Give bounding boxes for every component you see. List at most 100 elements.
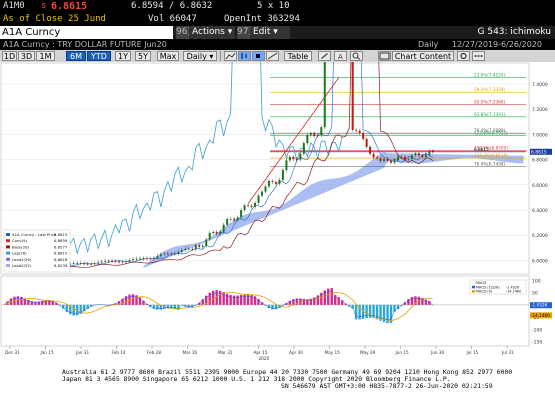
candle-body bbox=[233, 218, 236, 221]
range-3d-button[interactable]: 3D bbox=[18, 51, 35, 61]
x-tick-label: May 29 bbox=[360, 350, 376, 355]
macd-bar bbox=[142, 300, 145, 305]
macd-legend-name: MACD bbox=[476, 281, 487, 285]
actions-button[interactable]: Actions ▾ bbox=[189, 26, 235, 39]
candle-body bbox=[177, 251, 180, 254]
range-max-button[interactable]: Max bbox=[157, 51, 179, 61]
ticker: A1M0 bbox=[3, 1, 25, 11]
more-options-icon[interactable] bbox=[472, 51, 485, 61]
candle-body bbox=[170, 253, 173, 255]
candle-body bbox=[407, 159, 410, 160]
range-1y-button[interactable]: 1Y bbox=[115, 51, 131, 61]
candle-body bbox=[372, 153, 375, 158]
zoom-icon[interactable] bbox=[350, 51, 363, 61]
macd-bar bbox=[379, 304, 382, 321]
macd-bar bbox=[428, 300, 431, 305]
macd-bar bbox=[323, 290, 326, 305]
candle-body bbox=[121, 261, 124, 263]
edit-button[interactable]: Edit ▾ bbox=[250, 26, 290, 39]
candle-body bbox=[236, 217, 239, 221]
candle-body bbox=[414, 153, 417, 156]
legend-value: 6.8577 bbox=[54, 244, 68, 249]
chart-subtitle: A1A Curncy : TRY DOLLAR FUTURE Jun20 bbox=[3, 40, 167, 49]
macd-legend-name: MACD (9) bbox=[476, 290, 493, 294]
candle-chart-icon[interactable] bbox=[252, 51, 265, 61]
candle-body bbox=[247, 205, 250, 207]
macd-bar bbox=[414, 296, 417, 305]
macd-bar bbox=[372, 304, 375, 319]
macd-bar bbox=[407, 299, 410, 305]
candle-body bbox=[194, 245, 197, 250]
macd-bar bbox=[236, 295, 239, 305]
candle-body bbox=[299, 153, 302, 160]
security-input[interactable]: A1A Curncy bbox=[0, 26, 173, 39]
security-header: A1M0 s 6.8615 6.8594 / 6.8632 5 x 10 As … bbox=[0, 0, 555, 39]
settings-icon[interactable] bbox=[457, 51, 470, 61]
y-tick-label: 7.4000 bbox=[532, 82, 548, 88]
table-button[interactable]: Table bbox=[284, 51, 312, 61]
macd-legend-value: -1.4326 bbox=[506, 285, 519, 289]
y-tick-label: 6.6000 bbox=[532, 183, 548, 189]
candle-body bbox=[100, 261, 103, 263]
range-5y-button[interactable]: 5Y bbox=[135, 51, 151, 61]
macd-bar bbox=[393, 304, 396, 312]
macd-y-tick-label: -100 bbox=[532, 327, 542, 333]
chart-toolbar: 1D 3D 1M 6M YTD 1Y 5Y Max Daily ▾ Table … bbox=[0, 50, 555, 62]
fib-label: 38.2%(7.3339) bbox=[474, 87, 506, 92]
x-tick-label: Mar 31 bbox=[218, 350, 233, 355]
frequency-dropdown[interactable]: Daily ▾ bbox=[183, 51, 217, 61]
macd-bar bbox=[20, 296, 23, 305]
macd-bar bbox=[16, 296, 20, 305]
candle-body bbox=[243, 205, 246, 211]
candle-body bbox=[180, 249, 183, 252]
macd-bar bbox=[285, 303, 288, 305]
fib-label: 6.8615 bbox=[474, 147, 489, 152]
chart-svg[interactable]: 23.6%(7.4524) 38.2%(7.3339) 50.0%(7.2368) 6… bbox=[0, 0, 555, 364]
legend-name: Base(26) bbox=[12, 244, 30, 249]
range-6m-button[interactable]: 6M bbox=[66, 51, 86, 61]
candle-body bbox=[288, 156, 291, 161]
candle-body bbox=[302, 143, 305, 154]
legend-swatch bbox=[6, 245, 10, 249]
draw-tool-icon[interactable] bbox=[266, 51, 279, 61]
candle-body bbox=[396, 156, 399, 161]
range-1m-button[interactable]: 1M bbox=[36, 51, 55, 61]
macd-bar bbox=[313, 297, 316, 305]
macd-bar bbox=[358, 304, 361, 320]
macd-pane bbox=[0, 275, 530, 347]
line-chart-icon[interactable] bbox=[224, 51, 237, 61]
range-ytd-button[interactable]: YTD bbox=[87, 51, 111, 61]
annotate-icon[interactable] bbox=[318, 51, 331, 61]
candle-body bbox=[390, 160, 393, 163]
x-tick-label: Jul 31 bbox=[501, 350, 514, 355]
fib-label: 76.4%(6.7458) bbox=[474, 161, 506, 166]
quote-row: A1M0 s 6.8615 6.8594 / 6.8632 5 x 10 bbox=[0, 0, 555, 13]
candle-body bbox=[152, 257, 155, 259]
chart-content-button[interactable]: Chart Content bbox=[392, 51, 454, 61]
macd-bar bbox=[246, 293, 250, 305]
legend-swatch bbox=[6, 239, 10, 243]
x-axis: Dec 31 Jan 15 Jan 31 Feb 14 Feb 28 Mar 16 Mar … bbox=[5, 346, 514, 361]
chart-content-icon[interactable] bbox=[378, 51, 391, 61]
ohlc-chart-icon[interactable] bbox=[238, 51, 251, 61]
candle-body bbox=[76, 263, 79, 264]
macd-bar bbox=[177, 304, 180, 310]
macd-bar bbox=[316, 295, 319, 305]
fib-label: 23.6%(7.4524) bbox=[474, 72, 506, 77]
price-pane bbox=[0, 62, 530, 275]
range-1d-button[interactable]: 1D bbox=[2, 51, 17, 61]
candle-body bbox=[128, 260, 131, 261]
ichimoku-chart[interactable]: 23.6%(7.4524) 38.2%(7.3339) 50.0%(7.2368) 6… bbox=[0, 0, 555, 364]
text-tool-icon[interactable]: A bbox=[334, 51, 347, 61]
study-title: G 543: ichimoku bbox=[477, 27, 551, 37]
macd-bar bbox=[138, 297, 142, 305]
macd-legend-swatch bbox=[472, 290, 475, 293]
macd-bar bbox=[260, 302, 264, 305]
footer-line-3: SN 546679 AST GMT+3:00 H835-7877-2 26-Ju… bbox=[281, 382, 493, 390]
candle-body bbox=[320, 127, 323, 135]
macd-bar bbox=[65, 304, 68, 312]
macd-bar bbox=[368, 304, 372, 318]
macd-bar bbox=[13, 296, 16, 305]
macd-bar bbox=[114, 303, 117, 305]
x-tick-label: Feb 28 bbox=[147, 350, 161, 355]
